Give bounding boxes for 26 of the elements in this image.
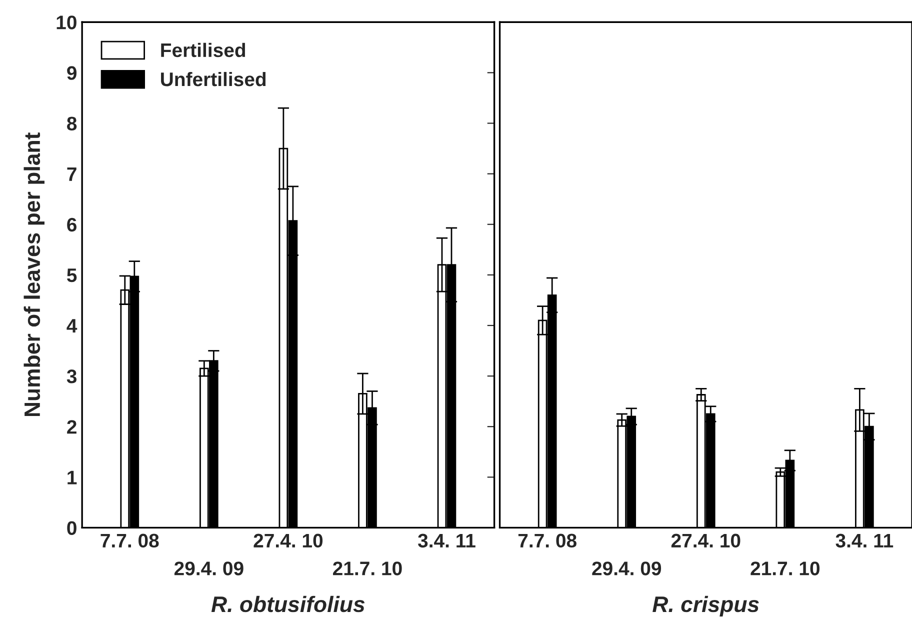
y-tick-label: 4 [66,319,78,333]
y-tick-label: 10 [56,16,76,30]
legend-label: Fertilised [161,42,246,58]
y-tick-label: 0 [67,521,76,535]
x-tick-label: 7.7. 08 [518,534,576,548]
x-tick-label: 29.4. 09 [592,562,662,576]
y-tick-label: 3 [66,370,77,384]
x-tick-label: 7.7. 08 [100,534,159,548]
y-tick-label: 9 [67,66,76,80]
x-tick-label: 27.4. 10 [254,534,323,548]
legend-label: Unfertilised [161,72,266,86]
y-tick-label: 6 [67,218,77,232]
y-tick-label: 1 [68,470,77,484]
x-tick-label: 29.4. 09 [174,562,244,576]
x-tick-label: 27.4. 10 [671,534,740,548]
x-axis-title: R. obtusifolius [211,596,365,612]
y-tick-label: 7 [67,167,76,181]
x-tick-label: 21.7. 10 [333,562,402,576]
x-axis-title: R. crispus [652,596,759,617]
y-tick-label: 2 [67,420,76,434]
y-tick-label: 8 [67,116,77,130]
y-tick-label: 5 [67,268,77,282]
x-tick-label: 3.4. 11 [418,534,476,548]
y-axis-title: Number of leaves per plant [24,132,44,416]
x-tick-label: 21.7. 10 [750,562,820,576]
x-tick-label: 3.4. 11 [836,534,894,548]
